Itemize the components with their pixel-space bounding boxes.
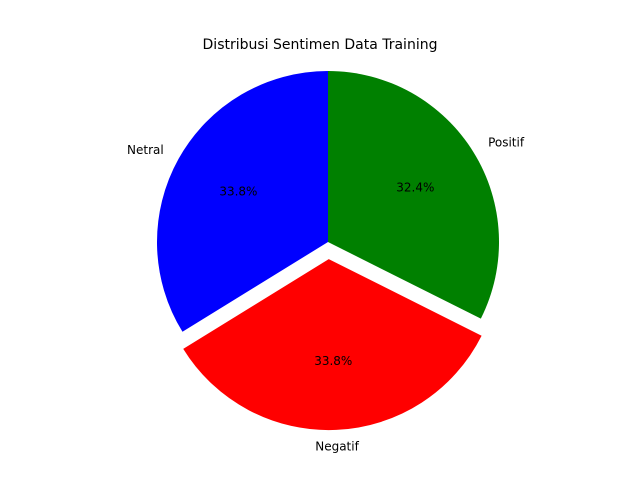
pie-slice-positif bbox=[328, 71, 499, 319]
pct-label-netral: 33.8% bbox=[219, 185, 257, 199]
slice-label-negatif: Negatif bbox=[315, 440, 359, 454]
slice-label-positif: Positif bbox=[488, 136, 525, 150]
chart-title: Distribusi Sentimen Data Training bbox=[203, 37, 438, 53]
pie-slice-netral bbox=[156, 71, 328, 332]
slice-label-netral: Netral bbox=[127, 143, 164, 157]
pct-label-negatif: 33.8% bbox=[314, 354, 352, 368]
pct-label-positif: 32.4% bbox=[396, 181, 434, 195]
pie-slice-negatif bbox=[183, 259, 482, 431]
